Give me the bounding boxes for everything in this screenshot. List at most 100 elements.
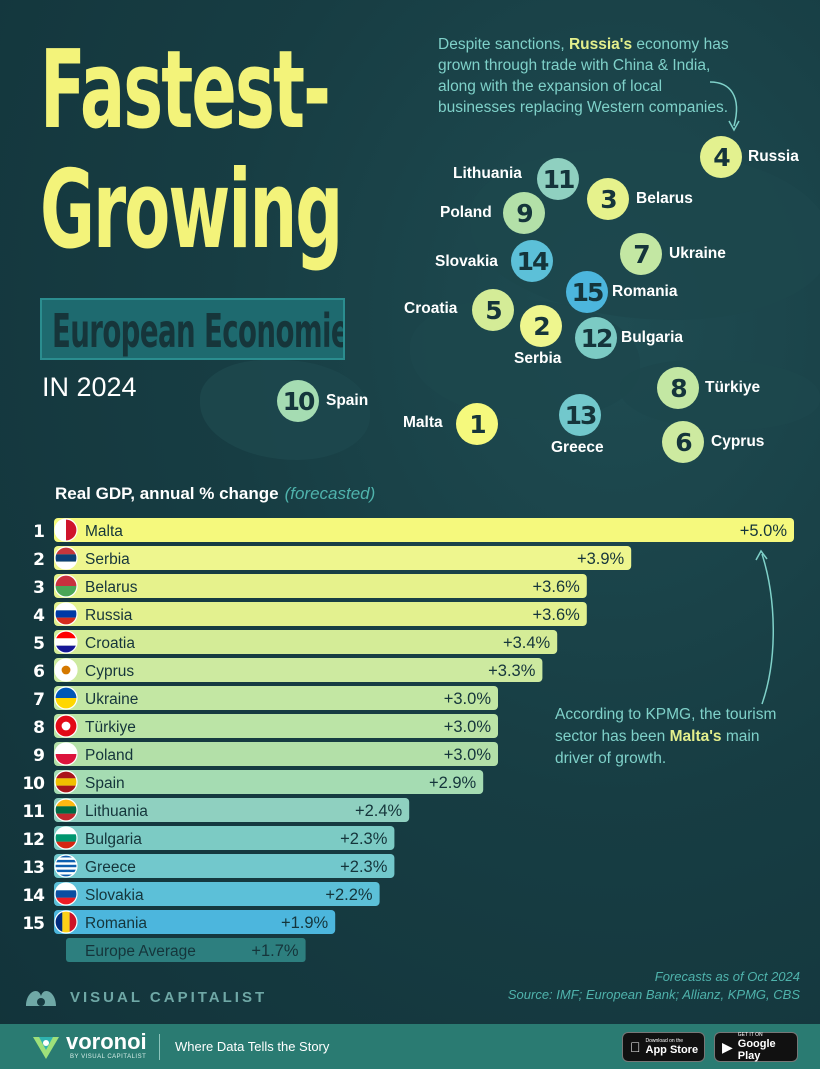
flag-stripe (55, 610, 77, 618)
map-label-lithuania: Lithuania (453, 165, 522, 182)
value-label: +3.0% (444, 718, 492, 736)
subtitle: European Economies (52, 304, 345, 358)
title-line-2: Growing (40, 148, 343, 273)
flag-stripe (55, 874, 77, 877)
bar-croatia (54, 630, 558, 654)
map-badge-romania: 15 (566, 271, 608, 313)
flag-stripe (55, 799, 77, 807)
rank-label: 10 (22, 774, 45, 794)
flag-stripe (55, 778, 77, 786)
russia-annotation: Despite sanctions, Russia's economy has … (438, 34, 738, 118)
flag-icon (55, 799, 77, 821)
app-store-small: Download on the (635, 1038, 684, 1044)
footnote-line-1: Forecasts as of Oct 2024 (654, 969, 800, 984)
flag-stripe (55, 754, 77, 765)
flag-stripe (55, 862, 77, 866)
flag-emblem (61, 665, 71, 675)
voronoi-name[interactable]: voronoi (66, 1029, 147, 1054)
rank-label: 5 (33, 634, 44, 654)
category-label: Slovakia (85, 887, 144, 904)
map-land-anatolia (620, 360, 820, 430)
flag-stripe (69, 911, 77, 933)
map-label-belarus: Belarus (636, 190, 693, 207)
voronoi-logo-icon[interactable] (30, 1031, 62, 1063)
flag-icon (55, 519, 77, 541)
category-label: Greece (85, 859, 136, 876)
value-label: +2.3% (340, 858, 388, 876)
category-label: Spain (85, 775, 125, 792)
flag-icon (55, 743, 77, 765)
map-badge-bulgaria: 12 (575, 317, 617, 359)
kpmg-arrow-icon (755, 549, 774, 705)
bar-greece (54, 854, 395, 878)
value-label: +3.4% (503, 634, 551, 652)
chart-title-note: (forecasted) (284, 484, 376, 503)
flag-icon (55, 547, 77, 569)
rank-label: 14 (22, 886, 45, 906)
flag-ring (54, 854, 78, 878)
flag-ring (54, 910, 78, 934)
flag-stripe (55, 806, 77, 814)
category-label: Russia (85, 607, 133, 624)
flag-ring (54, 658, 78, 682)
bar-russia (54, 602, 587, 626)
flag-icon (55, 659, 77, 681)
app-store-button[interactable]:  Download on the App Store (622, 1032, 705, 1062)
map-label-russia: Russia (748, 148, 799, 165)
chart-heading: Real GDP, annual % change (forecasted) (55, 484, 375, 504)
flag-stripe (55, 561, 77, 569)
flag-stripe (55, 890, 77, 898)
flag-icon (55, 855, 77, 877)
category-label: Lithuania (85, 803, 148, 820)
flag-stripe (55, 645, 77, 653)
value-label: +3.6% (533, 578, 581, 596)
value-label: +3.0% (444, 690, 492, 708)
value-label: +5.0% (740, 522, 788, 540)
kpmg-annotation: According to KPMG, the tourism sector ha… (555, 704, 795, 770)
flag-stripe (55, 855, 77, 858)
flag-stripe (55, 859, 77, 863)
bar-cyprus (54, 658, 543, 682)
flag-emblem (61, 721, 71, 731)
value-label: +3.6% (533, 606, 581, 624)
flag-icon (55, 883, 77, 905)
bar-spain (54, 770, 484, 794)
bar-poland (54, 742, 498, 766)
flag-stripe (55, 911, 63, 933)
value-label: +2.3% (340, 830, 388, 848)
bar-romania (54, 910, 336, 934)
flag-icon (55, 603, 77, 625)
kpmg-note-post: main driver of growth. (555, 728, 760, 767)
map-badge-greece: 13 (559, 394, 601, 436)
flag-stripe (55, 869, 77, 873)
vc-name: VISUAL CAPITALIST (70, 988, 268, 1006)
bar-slovakia (54, 882, 380, 906)
footnote: Forecasts as of Oct 2024 Source: IMF; Eu… (508, 968, 800, 1004)
kpmg-note-pre: According to KPMG, the tourism sector ha… (555, 706, 777, 745)
kpmg-note-bold: Malta's (669, 728, 722, 745)
rank-label: 7 (33, 690, 44, 710)
map-label-cyprus: Cyprus (711, 433, 765, 450)
category-label: Bulgaria (85, 831, 142, 848)
google-play-button[interactable]: ▶ GET IT ON Google Play (714, 1032, 798, 1062)
value-label: +3.0% (444, 746, 492, 764)
footnote-line-2: Source: IMF; European Bank; Allianz, KPM… (507, 987, 800, 1002)
google-play-text: GET IT ON Google Play (738, 1032, 797, 1062)
flag-stripe (62, 911, 70, 933)
vc-brand: VISUAL CAPITALIST (24, 984, 267, 1010)
category-label: Poland (85, 747, 133, 764)
flag-icon (55, 575, 77, 597)
flag-stripe (55, 586, 77, 597)
rank-label: 11 (22, 802, 44, 822)
rank-label: 3 (33, 578, 44, 598)
flag-stripe (55, 698, 77, 709)
rank-label: 13 (22, 858, 44, 878)
flag-stripe (55, 883, 77, 891)
rank-label: 6 (33, 662, 44, 682)
app-store-big: App Store (635, 1044, 699, 1056)
flag-ring (54, 798, 78, 822)
year-label: IN 2024 (42, 372, 137, 402)
rank-label: 12 (22, 830, 44, 850)
bar-ukraine (54, 686, 498, 710)
